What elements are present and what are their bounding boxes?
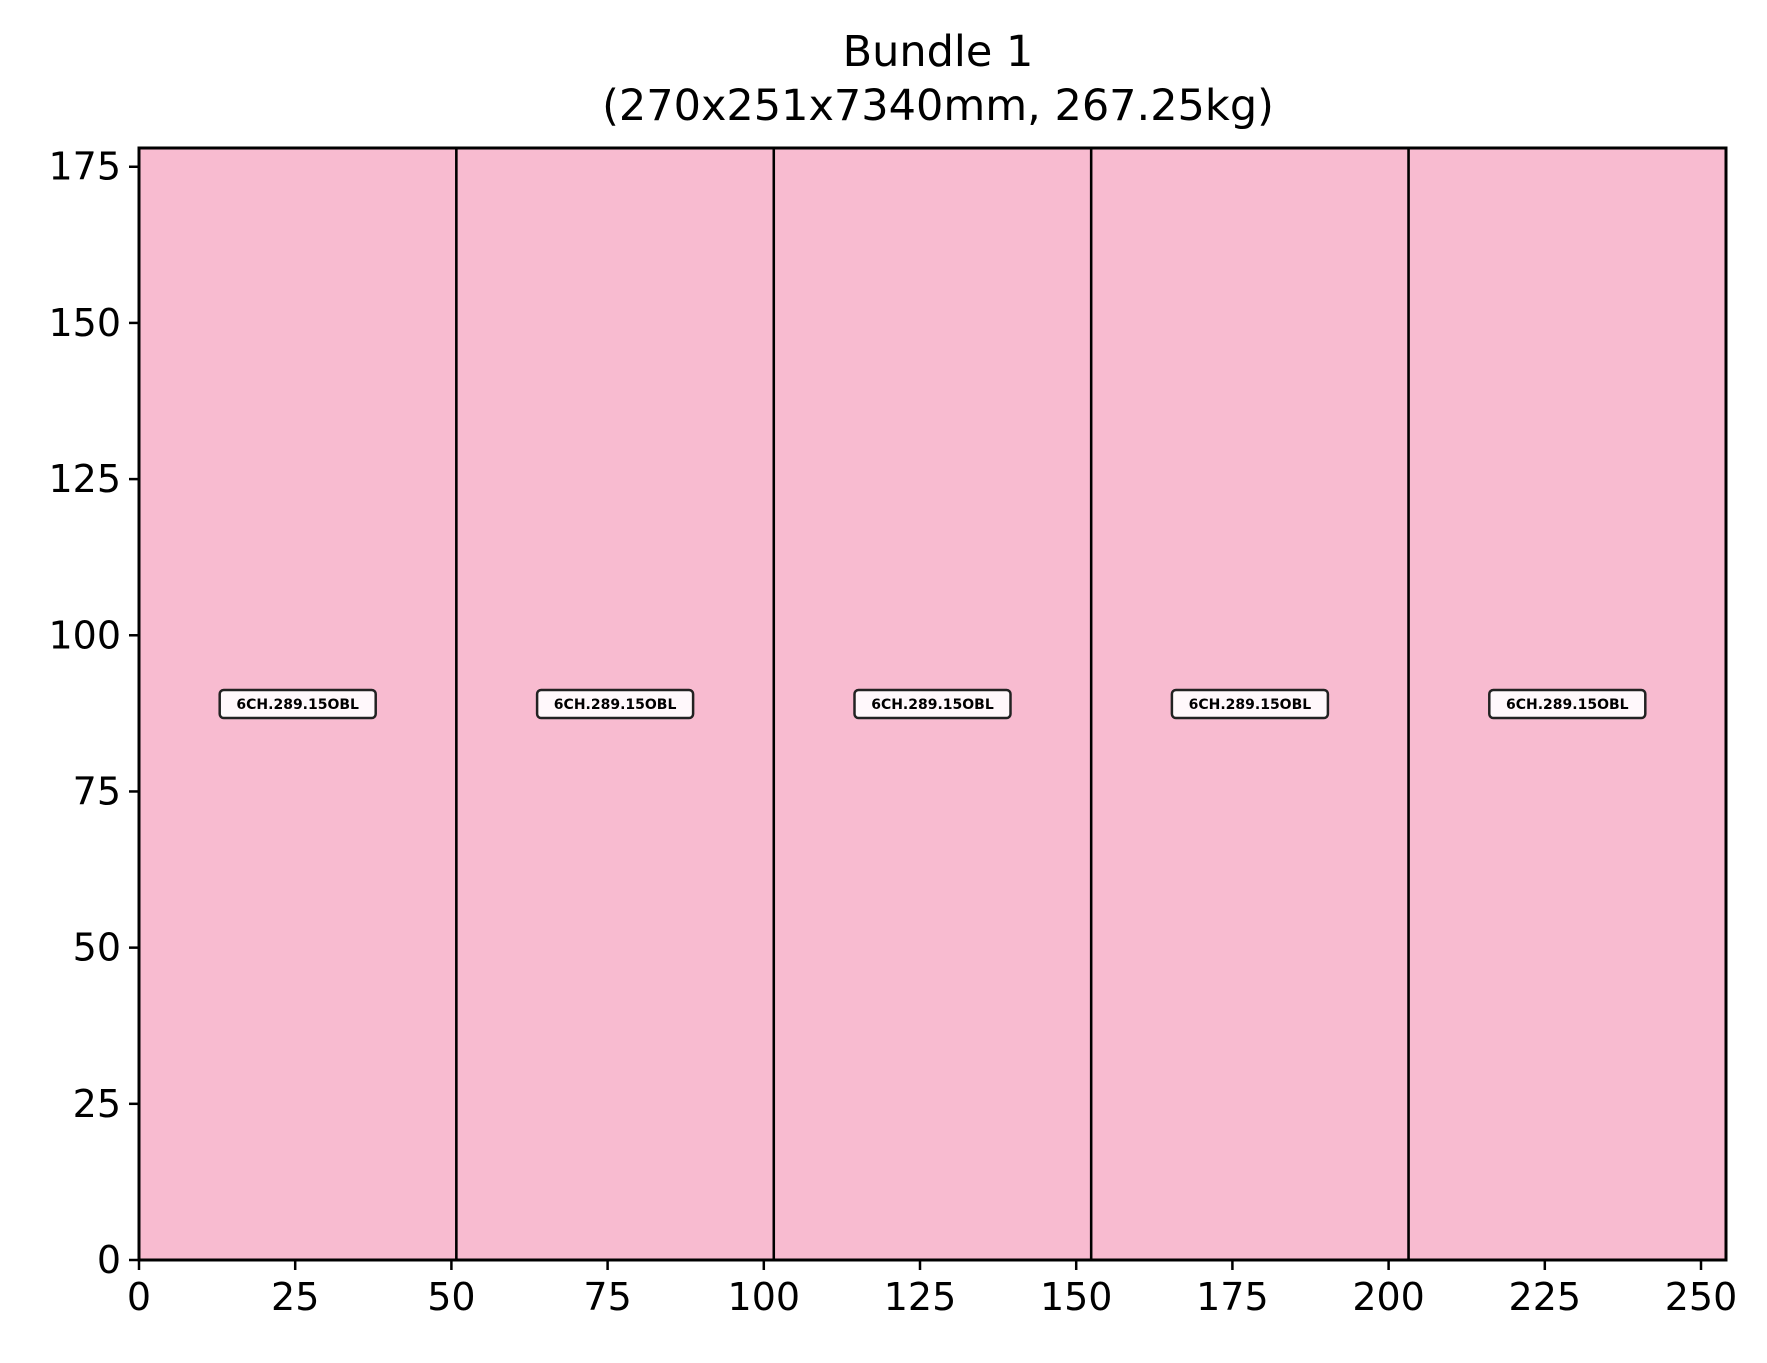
x-axis: 0 25 50 75 100 125 150 175 200 225 250 <box>127 1260 1737 1319</box>
item-label-box <box>1170 688 1330 720</box>
item-label-text: 6CH.289.15OBL <box>554 697 677 713</box>
item-label-1: 6CH.289.15OBL <box>218 688 377 720</box>
y-tick-label: 100 <box>48 613 121 657</box>
x-tick-label: 75 <box>583 1275 631 1319</box>
item-label-text: 6CH.289.15OBL <box>1189 697 1312 713</box>
chart-title: Bundle 1 <box>843 27 1034 77</box>
item-label-3: 6CH.289.15OBL <box>853 688 1012 720</box>
item-label-box <box>1488 688 1647 720</box>
y-tick-label: 175 <box>48 145 121 189</box>
y-tick-label: 25 <box>73 1082 121 1126</box>
x-tick-label: 0 <box>127 1275 151 1319</box>
x-tick-label: 225 <box>1509 1275 1582 1319</box>
x-tick-label: 125 <box>884 1275 957 1319</box>
x-tick-label: 250 <box>1665 1275 1738 1319</box>
item-label-box <box>218 688 377 720</box>
item-label-box <box>853 688 1012 720</box>
x-tick-label: 50 <box>427 1275 475 1319</box>
item-label-4: 6CH.289.15OBL <box>1170 688 1330 720</box>
item-label-text: 6CH.289.15OBL <box>871 697 994 713</box>
x-tick-label: 200 <box>1352 1275 1425 1319</box>
item-label-box <box>535 688 695 720</box>
y-tick-label: 125 <box>48 457 121 501</box>
x-tick-label: 150 <box>1040 1275 1113 1319</box>
x-tick-label: 100 <box>728 1275 801 1319</box>
item-labels-layer: 6CH.289.15OBL 6CH.289.15OBL 6CH.289.15OBL 6… <box>218 688 1647 720</box>
chart-subtitle: (270x251x7340mm, 267.25kg) <box>602 81 1274 131</box>
y-tick-label: 50 <box>73 926 121 970</box>
item-label-2: 6CH.289.15OBL <box>535 688 695 720</box>
y-tick-label: 0 <box>97 1238 121 1282</box>
item-label-text: 6CH.289.15OBL <box>236 697 359 713</box>
item-label-text: 6CH.289.15OBL <box>1506 697 1629 713</box>
y-tick-label: 150 <box>48 301 121 345</box>
x-tick-label: 175 <box>1196 1275 1269 1319</box>
item-label-5: 6CH.289.15OBL <box>1488 688 1647 720</box>
y-axis: 0 25 50 75 100 125 150 175 <box>48 145 139 1282</box>
plot-frame <box>137 146 1728 1262</box>
x-tick-label: 25 <box>271 1275 319 1319</box>
y-tick-label: 75 <box>73 769 121 813</box>
